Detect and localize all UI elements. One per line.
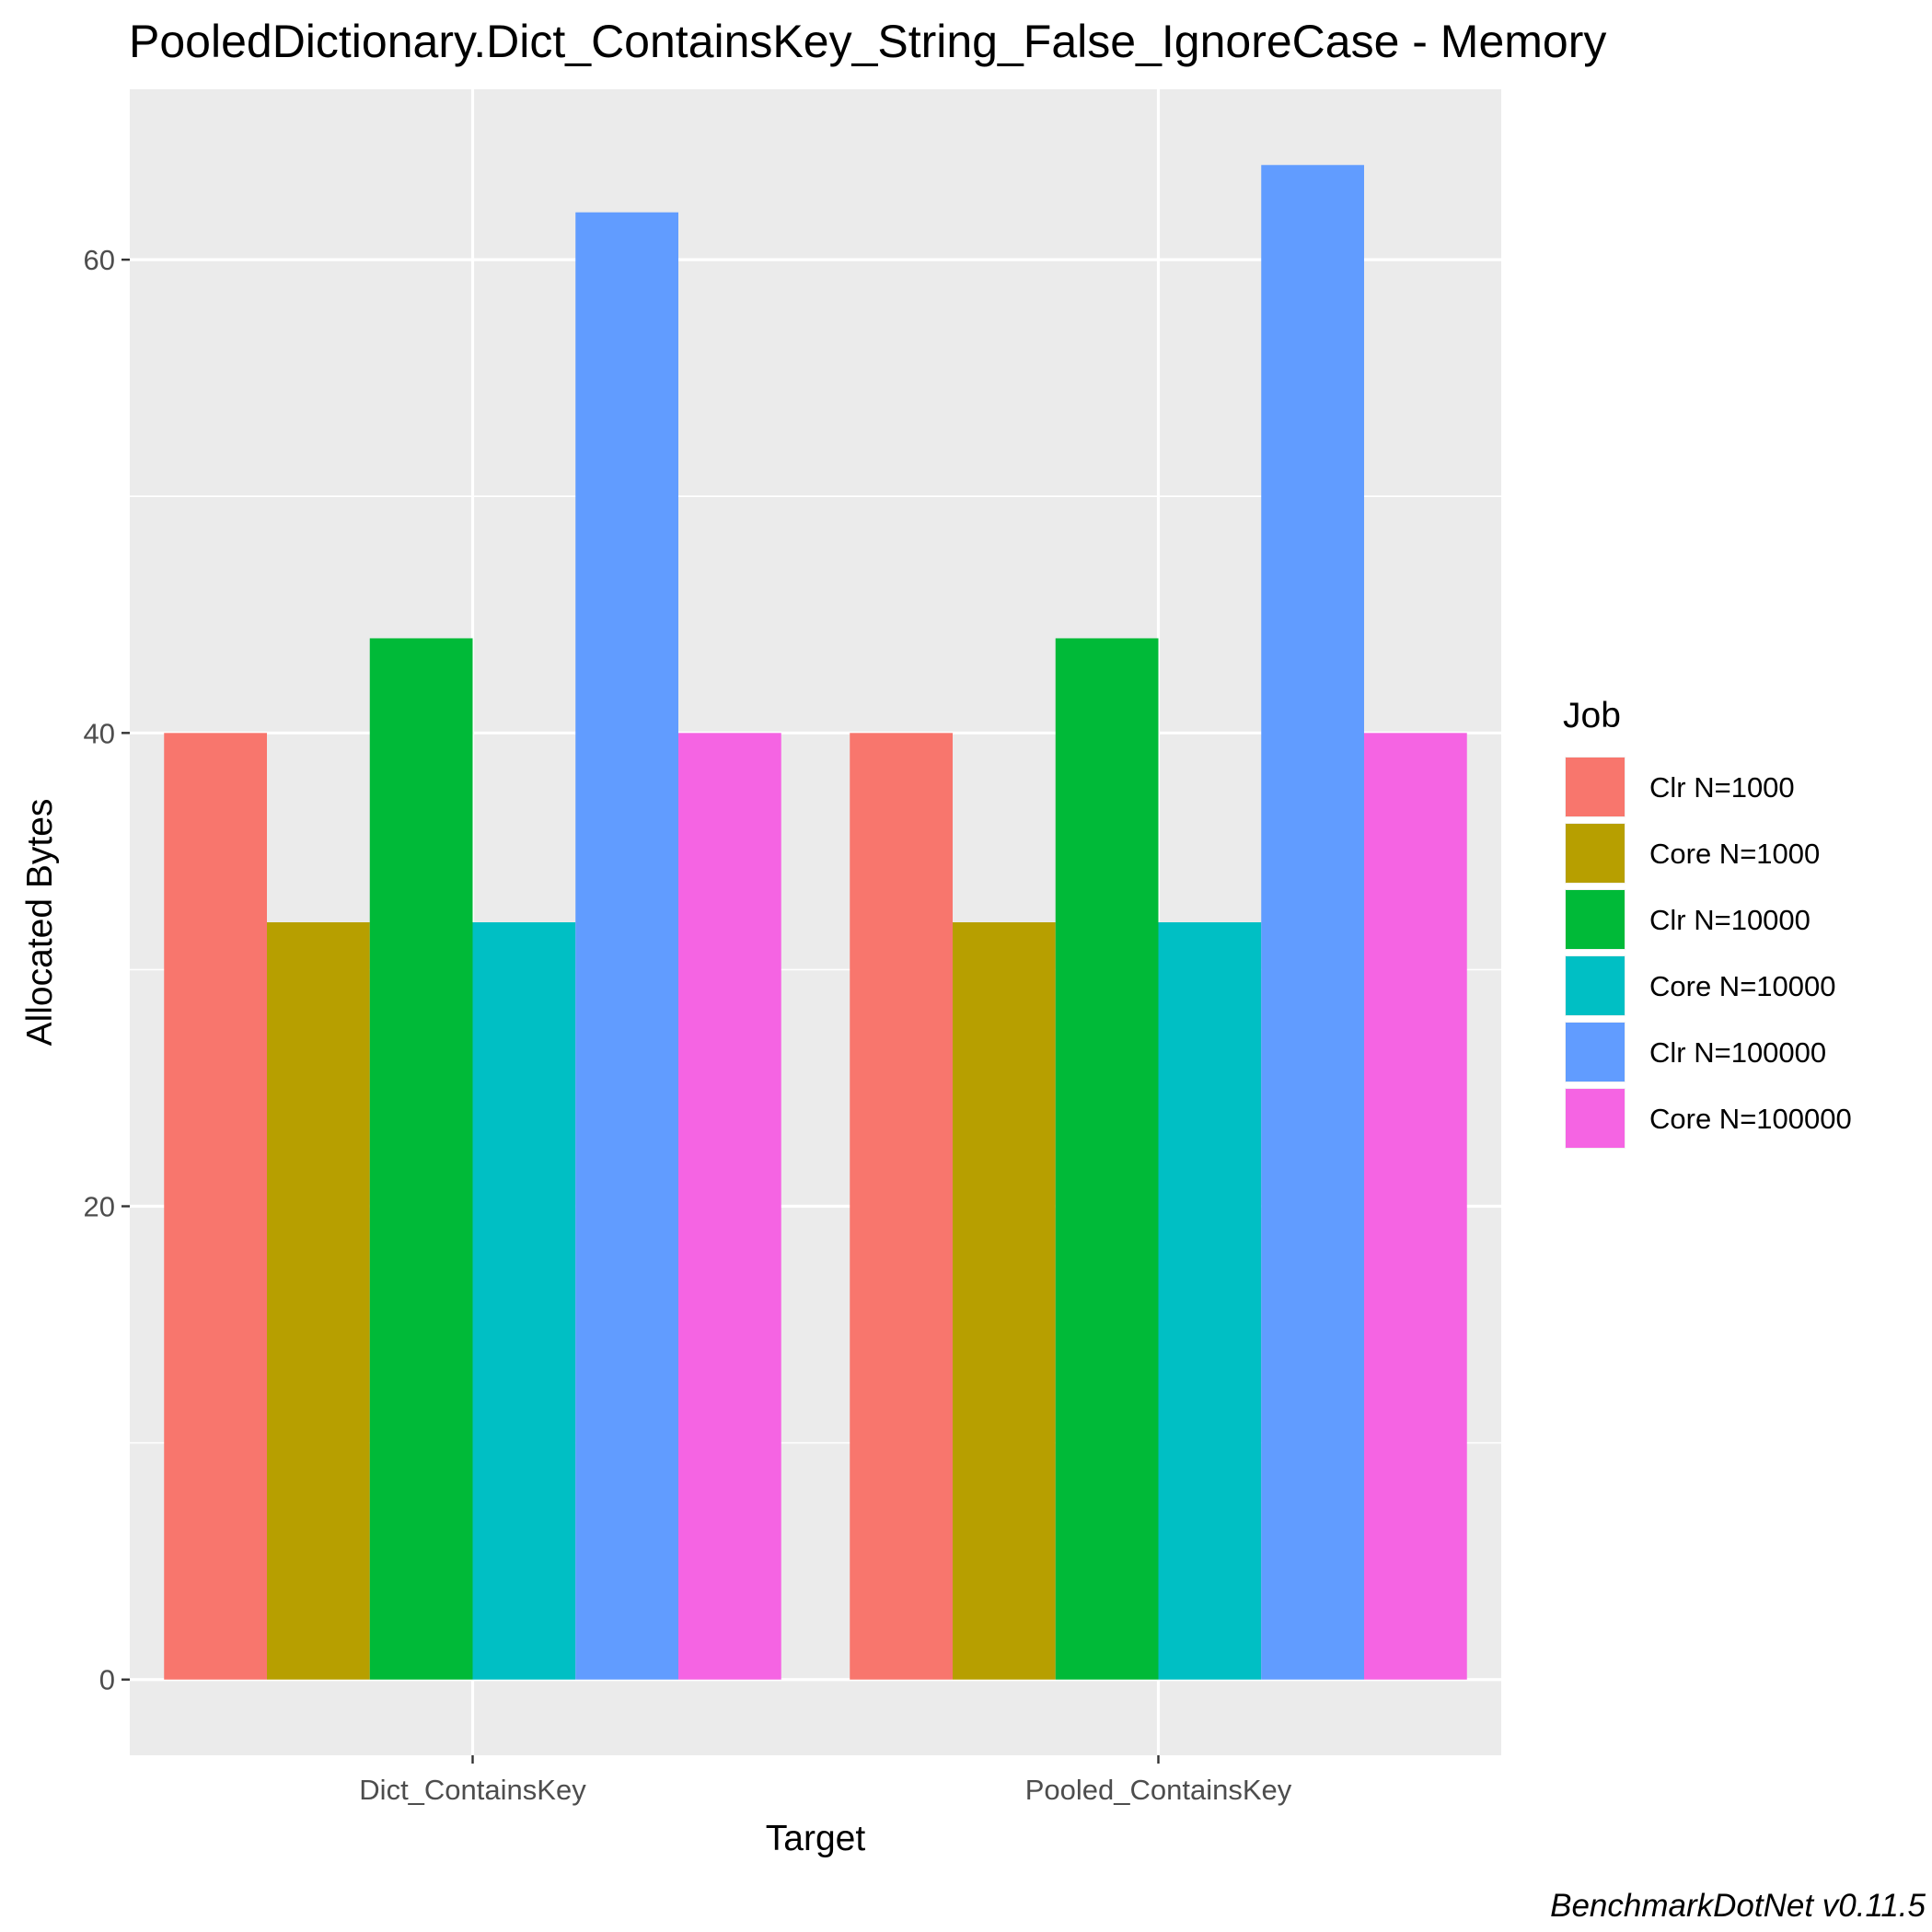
bar (1055, 638, 1159, 1680)
bar (850, 733, 953, 1680)
legend-swatch (1566, 1023, 1625, 1082)
bar (1261, 165, 1364, 1680)
legend-swatch (1566, 824, 1625, 883)
legend-label: Clr N=10000 (1649, 904, 1811, 936)
legend-label: Core N=1000 (1649, 838, 1820, 870)
bar (164, 733, 267, 1680)
x-axis: Dict_ContainsKey Pooled_ContainsKey (359, 1755, 1292, 1806)
bar (953, 922, 1056, 1680)
y-tick-label: 60 (84, 244, 115, 276)
y-tick-label: 20 (84, 1191, 115, 1223)
legend-label: Core N=100000 (1649, 1103, 1852, 1135)
x-axis-title: Target (766, 1819, 866, 1858)
chart-title: PooledDictionary.Dict_ContainsKey_String… (129, 16, 1606, 67)
legend-swatch (1566, 1089, 1625, 1148)
legend-swatch (1566, 758, 1625, 816)
bar (1158, 922, 1262, 1680)
chart-caption: BenchmarkDotNet v0.11.5 (1550, 1888, 1926, 1924)
x-tick-label: Pooled_ContainsKey (1025, 1774, 1292, 1806)
bar (575, 212, 678, 1680)
legend: Job Clr N=1000 Core N=1000 Clr N=10000 Core… (1563, 696, 1852, 1149)
bar (369, 638, 473, 1680)
x-tick-label: Dict_ContainsKey (359, 1774, 586, 1806)
legend-swatch (1566, 890, 1625, 949)
y-tick-label: 0 (99, 1664, 115, 1696)
legend-swatch (1566, 956, 1625, 1015)
legend-label: Clr N=100000 (1649, 1036, 1826, 1069)
bar (1364, 733, 1467, 1680)
y-tick-label: 40 (84, 717, 115, 749)
bar (472, 922, 576, 1680)
y-axis-title: Allocated Bytes (20, 799, 60, 1047)
legend-label: Clr N=1000 (1649, 771, 1795, 804)
legend-label: Core N=10000 (1649, 970, 1836, 1002)
bar (678, 733, 781, 1680)
y-axis: 0 20 40 60 (84, 244, 130, 1696)
bars (164, 165, 1467, 1680)
bar (267, 922, 370, 1680)
legend-title: Job (1563, 696, 1621, 735)
